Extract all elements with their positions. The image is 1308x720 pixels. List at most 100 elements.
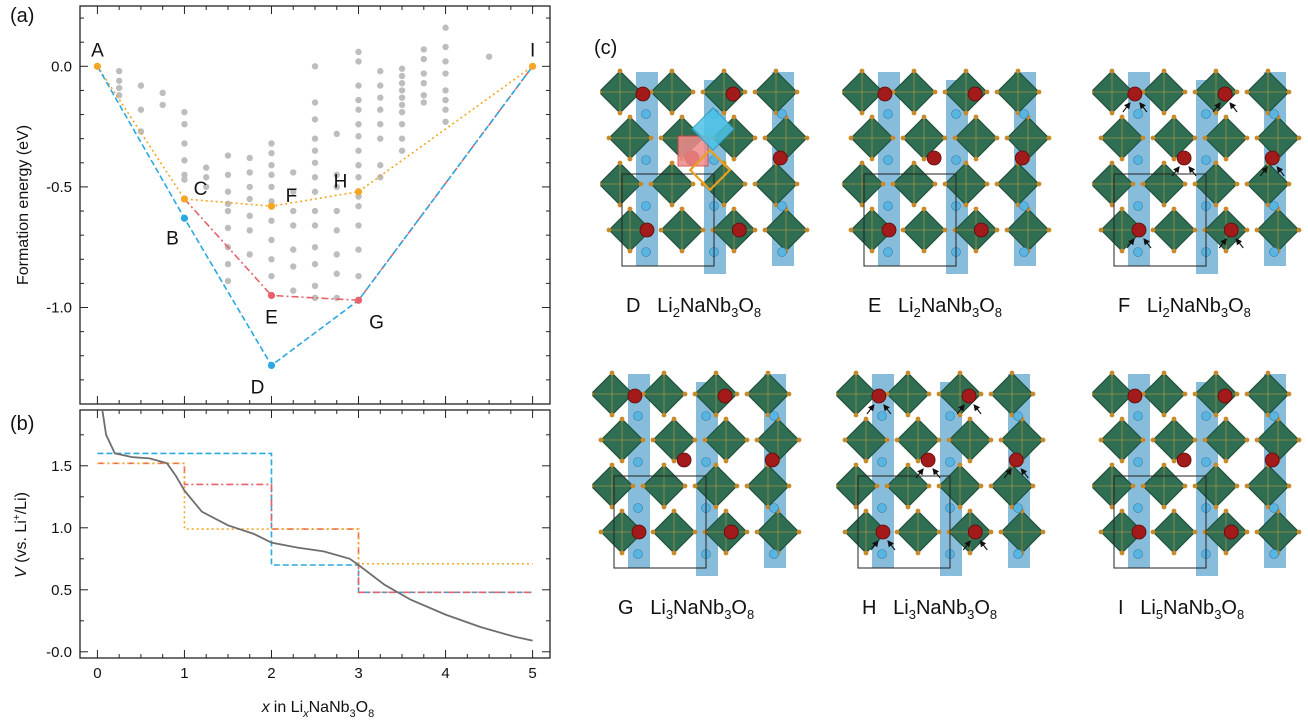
oxygen-atom: [638, 181, 644, 187]
scatter-point: [224, 171, 232, 179]
ytick-label: 0.5: [51, 582, 72, 599]
oxygen-atom: [617, 110, 623, 116]
oxygen-atom: [627, 156, 633, 162]
ytick-label: 0.0: [51, 58, 72, 75]
oxygen-atom: [721, 202, 727, 208]
oxygen-atom: [988, 437, 994, 443]
scatter-point: [398, 79, 406, 87]
oxygen-atom: [1009, 370, 1015, 376]
oxygen-atom: [1140, 135, 1146, 141]
oxygen-atom: [617, 160, 623, 166]
na-atom: [1176, 150, 1192, 166]
oxygen-atom: [853, 370, 859, 376]
oxygen-atom: [1171, 508, 1177, 514]
scatter-point: [398, 147, 406, 154]
oxygen-atom: [744, 529, 750, 535]
oxygen-atom: [973, 114, 979, 120]
scatter-point: [311, 135, 319, 142]
oxygen-atom: [658, 135, 664, 141]
oxygen-atom: [762, 135, 768, 141]
arrow: [1143, 238, 1152, 249]
scatter-point: [311, 222, 319, 229]
scatter-point: [137, 106, 145, 113]
oxygen-atom: [869, 248, 875, 254]
scatter-point: [137, 82, 145, 89]
scatter-point: [398, 87, 406, 94]
oxygen-atom: [1254, 437, 1260, 443]
oxygen-atom: [911, 160, 917, 166]
arrow: [1235, 238, 1244, 249]
oxygen-atom: [1202, 437, 1208, 443]
unit-cell: [621, 173, 715, 267]
oxygen-atom: [1161, 412, 1167, 418]
oxygen-atom: [967, 458, 973, 464]
oxygen-atom: [994, 135, 1000, 141]
oxygen-atom: [1150, 529, 1156, 535]
na-atom: [1217, 86, 1233, 102]
oxygen-atom: [731, 206, 737, 212]
oxygen-atom: [957, 370, 963, 376]
oxygen-atom: [600, 89, 602, 95]
li-atom: [945, 411, 955, 421]
oxygen-atom: [1192, 181, 1198, 187]
li-atom: [1269, 549, 1279, 559]
oxygen-atom: [1192, 529, 1198, 535]
oxygen-atom: [1202, 529, 1208, 535]
oxygen-atom: [957, 412, 963, 418]
oxygen-atom: [762, 227, 768, 233]
oxygen-atom: [752, 89, 758, 95]
oxygen-atom: [874, 483, 880, 489]
oxygen-atom: [682, 483, 688, 489]
li-atom: [883, 109, 893, 119]
oxygen-atom: [926, 391, 932, 397]
na-atom: [961, 388, 977, 404]
highlight-square-orange: [688, 148, 732, 192]
scatter-point: [442, 118, 449, 125]
arrow: [932, 468, 941, 479]
experimental-voltage-curve: [101, 410, 533, 642]
na-atom: [875, 524, 891, 540]
li-atom: [1133, 503, 1143, 513]
oxygen-atom: [911, 202, 917, 208]
oxygen-atom: [692, 437, 698, 443]
scatter-point: [224, 200, 232, 207]
arrow: [1020, 468, 1029, 479]
oxygen-atom: [669, 202, 675, 208]
oxygen-atom: [921, 248, 927, 254]
oxygen-atom: [998, 437, 1004, 443]
li-atom: [1013, 411, 1023, 421]
highlight-square-red: [677, 135, 709, 167]
arrow: [1139, 102, 1148, 113]
oxygen-atom: [1234, 89, 1240, 95]
oxygen-atom: [1213, 202, 1219, 208]
oxygen-atom: [1213, 160, 1219, 166]
na-atom: [1264, 452, 1280, 468]
scatter-point: [290, 207, 297, 215]
oxygen-atom: [842, 529, 848, 535]
oxygen-atom: [609, 412, 615, 418]
oxygen-atom: [1130, 483, 1136, 489]
scatter-point: [181, 171, 188, 179]
oxygen-atom: [609, 504, 615, 510]
na-atom: [631, 524, 647, 540]
oxygen-atom: [627, 114, 633, 120]
na-atom: [725, 86, 741, 102]
oxygen-atom: [1119, 508, 1125, 514]
oxygen-atom: [1296, 227, 1302, 233]
oxygen-atom: [1296, 437, 1302, 443]
oxygen-atom: [932, 181, 938, 187]
oxygen-atom: [773, 110, 779, 116]
oxygen-atom: [1109, 462, 1115, 468]
oxygen-atom: [884, 437, 890, 443]
scatter-point: [115, 77, 123, 84]
voltage-step-line: [97, 452, 533, 594]
scatter-point: [377, 106, 384, 113]
oxygen-atom: [1040, 529, 1046, 535]
scatter-point: [290, 263, 297, 270]
oxygen-atom: [1109, 68, 1115, 74]
scatter-point: [268, 217, 275, 224]
scatter-point: [333, 227, 340, 234]
oxygen-atom: [713, 504, 719, 510]
oxygen-atom: [973, 248, 979, 254]
na-atom: [1264, 150, 1280, 166]
